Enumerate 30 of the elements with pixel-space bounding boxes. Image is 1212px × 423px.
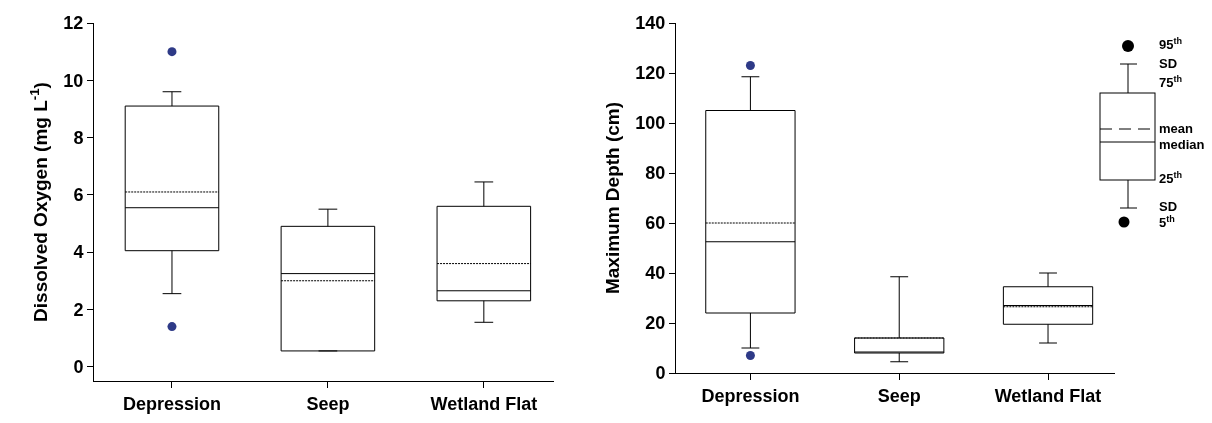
text: SD — [1159, 199, 1178, 214]
y-tick-label: 2 — [73, 299, 84, 320]
x-tick-label: Depression — [701, 385, 800, 406]
text: 25$^{th}$ — [1159, 170, 1183, 187]
y-tick-label: 0 — [655, 363, 666, 384]
x-tick-label: Wetland Flat — [994, 385, 1102, 406]
y-axis-title: Maximum Depth (cm) — [602, 101, 624, 295]
y-tick-label: 40 — [645, 263, 666, 284]
text: median — [1159, 137, 1205, 152]
text: 75$^{th}$ — [1159, 74, 1183, 91]
y-tick-label: 12 — [63, 13, 84, 34]
text: mean — [1159, 121, 1194, 136]
y-tick-label: 6 — [73, 185, 84, 206]
x-tick-label: Depression — [122, 393, 221, 414]
y-tick-label: 100 — [635, 113, 666, 134]
text: SD — [1159, 56, 1178, 71]
y-tick-label: 8 — [73, 127, 84, 148]
y-tick-label: 60 — [645, 213, 666, 234]
x-tick-label: Seep — [877, 385, 921, 406]
x-tick-label: Seep — [306, 393, 350, 414]
text: 95$^{th}$ — [1159, 36, 1183, 53]
y-tick-label: 4 — [73, 242, 84, 263]
y-tick-label: 120 — [635, 63, 666, 84]
y-tick-label: 10 — [63, 70, 84, 91]
text: 5$^{th}$ — [1159, 214, 1175, 231]
y-tick-label: 140 — [635, 13, 666, 34]
y-tick-label: 20 — [645, 313, 666, 334]
y-tick-label: 0 — [73, 356, 84, 377]
y-tick-label: 80 — [645, 163, 666, 184]
x-tick-label: Wetland Flat — [430, 393, 538, 414]
